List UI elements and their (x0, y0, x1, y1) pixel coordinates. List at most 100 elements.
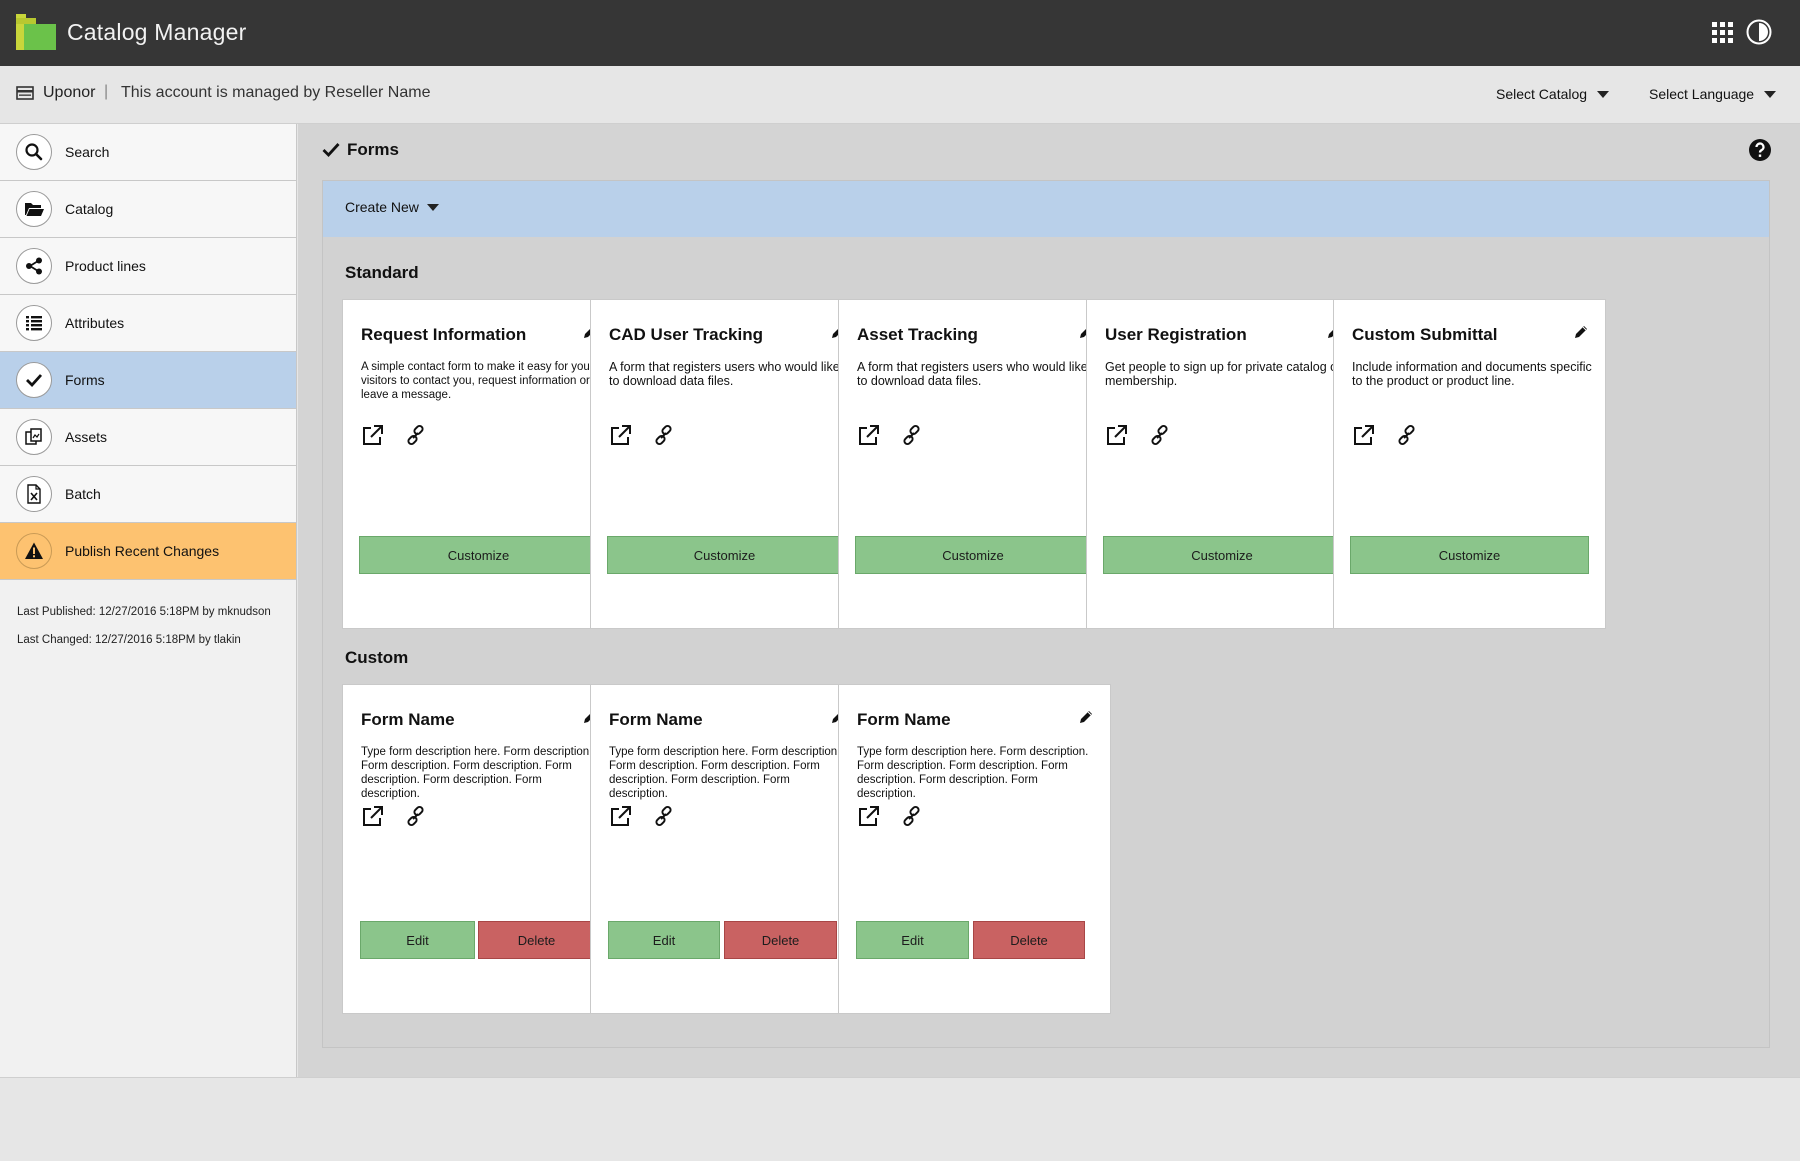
apps-grid-icon[interactable] (1712, 22, 1733, 43)
select-language-label: Select Language (1649, 86, 1755, 102)
sidebar-item-label: Attributes (65, 315, 125, 331)
link-icon[interactable] (1395, 424, 1418, 447)
chevron-down-icon (426, 203, 439, 211)
delete-button[interactable]: Delete (973, 921, 1085, 959)
link-icon[interactable] (652, 424, 675, 447)
user-account-icon[interactable] (1746, 19, 1772, 45)
link-icon[interactable] (900, 805, 923, 828)
account-bar: Uponor | This account is managed by Rese… (0, 66, 1800, 124)
sidebar-item-label: Forms (65, 372, 105, 388)
sidebar-item-catalog[interactable]: Catalog (0, 181, 296, 238)
edit-button[interactable]: Edit (608, 921, 720, 959)
list-icon (16, 305, 52, 341)
form-card-request-information: Request Information A simple contact for… (342, 299, 615, 629)
external-link-icon[interactable] (609, 805, 632, 828)
link-icon[interactable] (900, 424, 923, 447)
publish-meta: Last Published: 12/27/2016 5:18PM by mkn… (0, 580, 296, 654)
delete-button[interactable]: Delete (478, 921, 595, 959)
account-managed-note: This account is managed by Reseller Name (121, 84, 431, 101)
section-title-standard: Standard (345, 263, 419, 282)
form-card-user-registration: User Registration Get people to sign up … (1086, 299, 1359, 629)
link-icon[interactable] (404, 805, 427, 828)
pencil-icon[interactable] (1078, 709, 1094, 725)
form-card-custom-submittal: Custom Submittal Include information and… (1333, 299, 1606, 629)
account-name: Uponor (43, 84, 96, 101)
sidebar-item-attributes[interactable]: Attributes (0, 295, 296, 352)
form-card-description: Type form description here. Form descrip… (361, 746, 593, 800)
last-published-text: Last Published: 12/27/2016 5:18PM by mkn… (17, 606, 271, 618)
sidebar-item-forms[interactable]: Forms (0, 352, 296, 409)
edit-button[interactable]: Edit (360, 921, 475, 959)
catalog-logo-icon (16, 14, 56, 50)
last-changed-text: Last Changed: 12/27/2016 5:18PM by tlaki… (17, 634, 241, 646)
link-icon[interactable] (652, 805, 675, 828)
excel-file-icon (16, 476, 52, 512)
form-card-description: Type form description here. Form descrip… (857, 746, 1089, 800)
custom-form-card: Form Name Type form description here. Fo… (838, 684, 1111, 1014)
form-card-description: A simple contact form to make it easy fo… (361, 361, 594, 401)
search-icon (16, 134, 52, 170)
form-card-title: Custom Submittal (1352, 325, 1498, 344)
assets-icon (16, 419, 52, 455)
share-icon (16, 248, 52, 284)
form-card-description: A form that registers users who would li… (609, 360, 840, 388)
pencil-icon[interactable] (1573, 324, 1589, 340)
sidebar-item-batch[interactable]: Batch (0, 466, 296, 523)
form-card-title: Request Information (361, 325, 527, 344)
external-link-icon[interactable] (361, 424, 384, 447)
sidebar-item-assets[interactable]: Assets (0, 409, 296, 466)
top-bar: Catalog Manager (0, 0, 1800, 66)
select-catalog-dropdown[interactable]: Select Catalog (1496, 86, 1610, 102)
footer-bar (0, 1077, 1800, 1161)
sidebar-item-product-lines[interactable]: Product lines (0, 238, 296, 295)
form-card-title: Form Name (857, 710, 951, 729)
check-icon (322, 143, 340, 158)
sidebar-item-label: Assets (65, 429, 108, 445)
create-new-dropdown[interactable]: Create New (345, 199, 439, 215)
external-link-icon[interactable] (609, 424, 632, 447)
link-icon[interactable] (404, 424, 427, 447)
sidebar-item-label: Search (65, 144, 110, 160)
sidebar-item-search[interactable]: Search (0, 124, 296, 181)
form-card-title: Asset Tracking (857, 325, 978, 344)
custom-form-card: Form Name Type form description here. Fo… (342, 684, 615, 1014)
custom-form-card: Form Name Type form description here. Fo… (590, 684, 863, 1014)
customize-button[interactable]: Customize (1350, 536, 1589, 574)
form-card-title: Form Name (361, 710, 455, 729)
main-content: Forms Create New Standard Request Inform… (298, 124, 1800, 1077)
sidebar-item-label: Publish Recent Changes (65, 543, 220, 559)
check-icon (16, 362, 52, 398)
create-new-label: Create New (345, 199, 419, 215)
external-link-icon[interactable] (361, 805, 384, 828)
forms-panel: Create New Standard Request Information … (322, 180, 1770, 1048)
edit-button[interactable]: Edit (856, 921, 969, 959)
link-icon[interactable] (1148, 424, 1171, 447)
external-link-icon[interactable] (857, 424, 880, 447)
sidebar-item-label: Product lines (65, 258, 146, 274)
customize-button[interactable]: Customize (607, 536, 842, 574)
account-separator: | (104, 83, 109, 100)
form-card-description: Get people to sign up for private catalo… (1105, 360, 1342, 388)
delete-button[interactable]: Delete (724, 921, 837, 959)
chevron-down-icon (1597, 90, 1610, 98)
sidebar-item-publish-recent-changes[interactable]: Publish Recent Changes (0, 523, 296, 580)
external-link-icon[interactable] (857, 805, 880, 828)
customize-button[interactable]: Customize (359, 536, 598, 574)
form-card-asset-tracking: Asset Tracking A form that registers use… (838, 299, 1111, 629)
section-title-custom: Custom (345, 648, 409, 667)
sidebar-item-label: Batch (65, 486, 101, 502)
chevron-down-icon (1764, 90, 1777, 98)
form-card-title: User Registration (1105, 325, 1247, 344)
customize-button[interactable]: Customize (855, 536, 1091, 574)
customize-button[interactable]: Customize (1103, 536, 1341, 574)
sidebar-item-label: Catalog (65, 201, 114, 217)
form-card-title: Form Name (609, 710, 703, 729)
external-link-icon[interactable] (1352, 424, 1375, 447)
form-card-description: A form that registers users who would li… (857, 360, 1088, 388)
app-title: Catalog Manager (67, 19, 247, 45)
create-bar: Create New (323, 181, 1769, 237)
help-icon[interactable] (1748, 138, 1772, 162)
select-language-dropdown[interactable]: Select Language (1649, 86, 1777, 102)
external-link-icon[interactable] (1105, 424, 1128, 447)
form-card-cad-user-tracking: CAD User Tracking A form that registers … (590, 299, 863, 629)
